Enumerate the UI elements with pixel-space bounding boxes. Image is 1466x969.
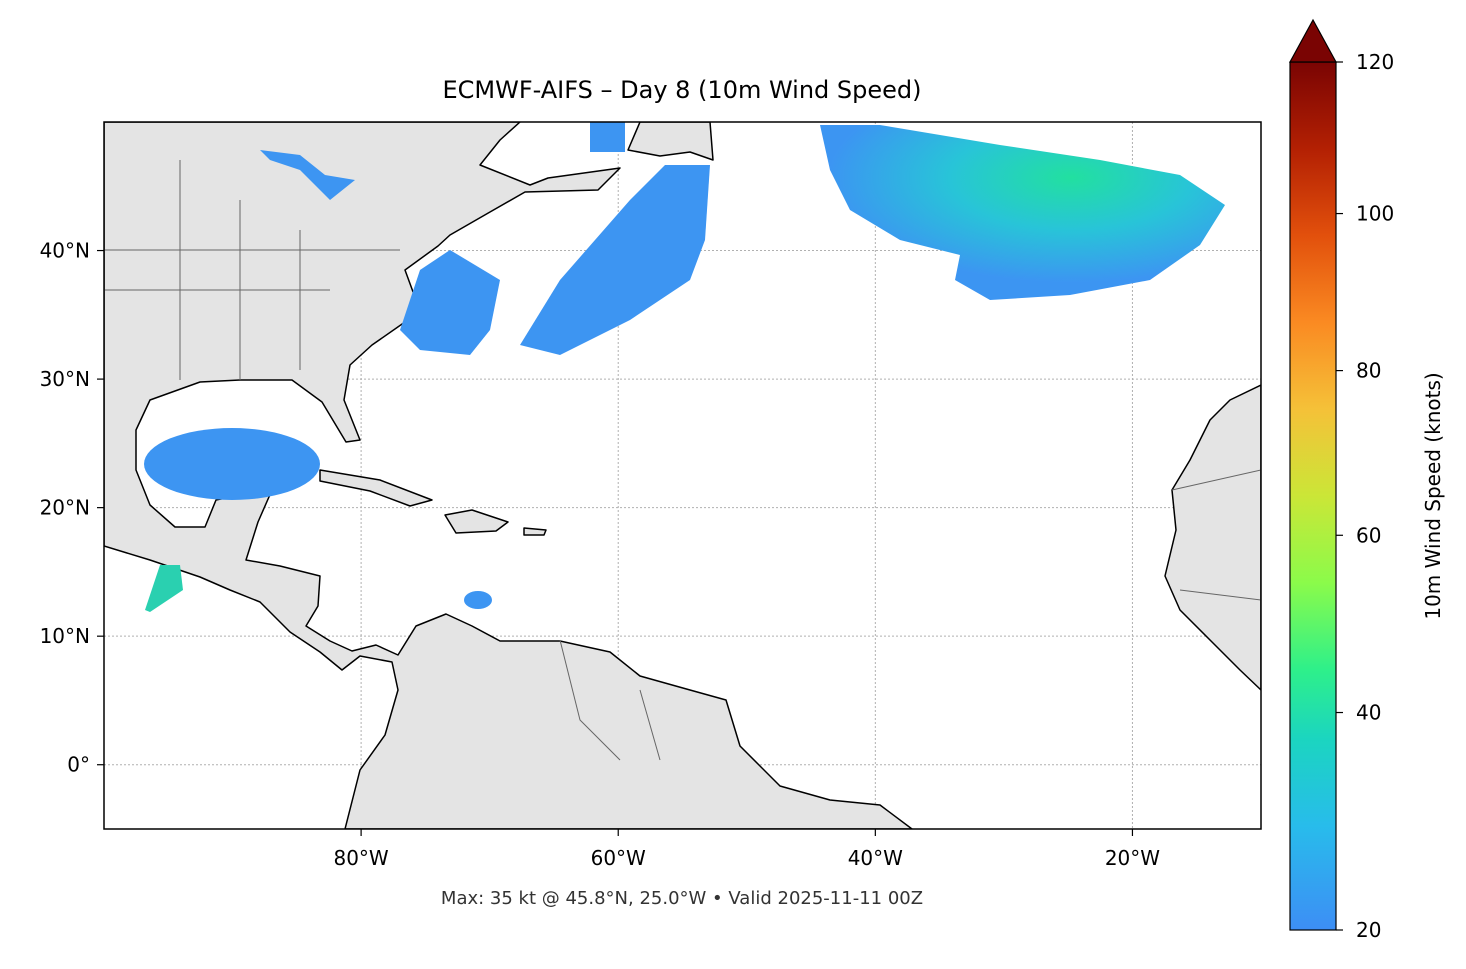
cuba — [319, 469, 433, 507]
colorbar-tick-label: 80 — [1356, 359, 1381, 383]
colorbar-tick-label: 60 — [1356, 523, 1381, 547]
wind-patch — [820, 125, 1225, 300]
colorbar-tick-label: 100 — [1356, 202, 1394, 226]
x-tick-label: 20°W — [1105, 846, 1160, 870]
americas — [104, 122, 913, 829]
footer-note: Max: 35 kt @ 45.8°N, 25.0°W • Valid 2025… — [441, 888, 923, 909]
wind-patch — [260, 150, 355, 200]
borders — [104, 160, 1261, 761]
colorbar: 10m Wind Speed (knots) 20 40 60 80 100 120 — [1288, 18, 1445, 942]
x-tick-label: 60°W — [591, 846, 646, 870]
colorbar-label: 10m Wind Speed (knots) — [1421, 372, 1445, 619]
y-tick-label: 0° — [67, 753, 90, 777]
axes: 80°W 60°W 40°W 20°W 0° 10°N 20°N 30°N 40°N — [40, 239, 1161, 870]
colorbar-tick-label: 120 — [1356, 50, 1394, 74]
wind-patch — [144, 428, 320, 500]
map-title: ECMWF-AIFS – Day 8 (10m Wind Speed) — [442, 76, 921, 104]
wind-patch — [145, 565, 183, 612]
colorbar-tick-label: 40 — [1356, 701, 1381, 725]
hispaniola — [444, 509, 509, 534]
wind-patch — [400, 250, 500, 355]
africa — [1164, 384, 1261, 691]
y-tick-label: 40°N — [40, 239, 90, 263]
x-tick-label: 40°W — [848, 846, 903, 870]
map-frame — [103, 121, 1262, 830]
wind-patch — [590, 122, 625, 152]
map-area — [104, 122, 1261, 829]
wind-patch — [464, 591, 492, 609]
x-tick-label: 80°W — [333, 846, 388, 870]
puerto-rico — [523, 527, 547, 536]
y-tick-label: 20°N — [40, 496, 90, 520]
newfoundland — [627, 122, 714, 161]
y-tick-label: 30°N — [40, 367, 90, 391]
wind-patch — [520, 165, 710, 355]
wind-field — [144, 122, 1225, 612]
colorbar-extend — [1288, 18, 1338, 63]
colorbar-tick-label: 20 — [1356, 918, 1381, 942]
colorbar-ramp — [1289, 61, 1337, 931]
y-tick-label: 10°N — [40, 624, 90, 648]
